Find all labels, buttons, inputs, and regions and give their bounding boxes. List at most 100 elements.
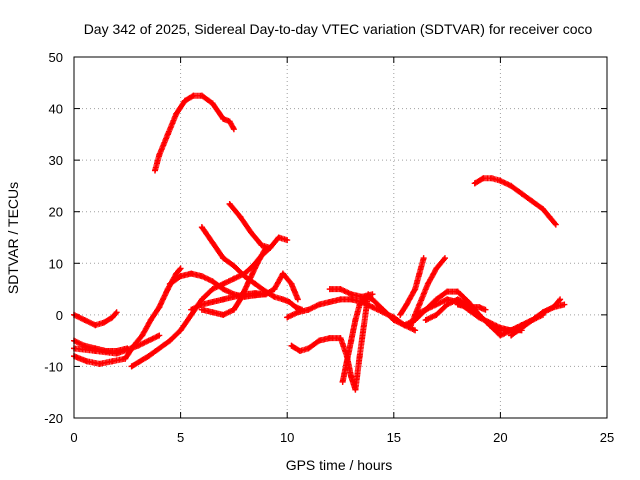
data-point <box>401 322 408 329</box>
grid <box>74 57 607 418</box>
data-point <box>482 306 489 313</box>
data-point <box>454 301 461 308</box>
data-point <box>156 151 163 158</box>
data-point <box>262 244 269 251</box>
series-arc-17 <box>397 255 427 318</box>
data-point <box>356 301 363 308</box>
data-point <box>230 262 237 269</box>
data-point <box>92 322 99 329</box>
data-point <box>226 200 233 207</box>
data-point <box>254 260 261 267</box>
data-point <box>433 296 440 303</box>
series-arc-22 <box>508 296 564 339</box>
data-point <box>83 358 90 365</box>
data-point <box>471 180 478 187</box>
data-point <box>529 198 536 205</box>
data-point <box>305 306 312 313</box>
data-point <box>337 335 344 342</box>
data-point <box>288 280 295 287</box>
series-trace <box>508 297 563 339</box>
data-point <box>352 317 359 324</box>
y-tick-label: -10 <box>44 359 63 374</box>
data-point <box>486 319 493 326</box>
data-point <box>209 286 216 293</box>
data-point <box>348 291 355 298</box>
series-arc-2 <box>152 92 237 174</box>
data-point <box>518 190 525 197</box>
data-point <box>258 242 265 249</box>
data-point <box>166 280 173 287</box>
data-point <box>198 296 205 303</box>
data-point <box>237 213 244 220</box>
data-point <box>128 363 135 370</box>
y-tick-label: 10 <box>49 256 63 271</box>
series-arc-18 <box>407 255 448 329</box>
y-tick-label: 0 <box>56 308 63 323</box>
y-tick-label: 20 <box>49 205 63 220</box>
data-point <box>220 280 227 287</box>
data-point <box>181 97 188 104</box>
data-point <box>81 317 88 324</box>
data-point <box>209 239 216 246</box>
data-point <box>209 278 216 285</box>
data-point <box>444 301 451 308</box>
data-point <box>380 306 387 313</box>
data-point <box>343 358 350 365</box>
data-point <box>177 265 184 272</box>
data-point <box>550 304 557 311</box>
x-tick-label: 10 <box>280 430 294 445</box>
y-tick-label: -20 <box>44 411 63 426</box>
data-point <box>173 110 180 117</box>
data-point <box>337 296 344 303</box>
data-point <box>416 270 423 277</box>
data-point <box>164 286 171 293</box>
data-point <box>546 213 553 220</box>
x-tick-label: 15 <box>387 430 401 445</box>
chart-title: Day 342 of 2025, Sidereal Day-to-day VTE… <box>84 21 593 37</box>
data-point <box>529 317 536 324</box>
y-tick-labels: -20 -10 0 10 20 30 40 50 <box>44 50 63 426</box>
data-point <box>284 237 291 244</box>
y-tick-label: 50 <box>49 50 63 65</box>
data-point <box>444 288 451 295</box>
data-point <box>109 314 116 321</box>
data-point <box>326 335 333 342</box>
data-point <box>209 100 216 107</box>
data-point <box>220 115 227 122</box>
x-tick-label: 25 <box>600 430 614 445</box>
data-point <box>113 350 120 357</box>
data-point <box>279 296 286 303</box>
data-point <box>316 337 323 344</box>
data-point <box>156 332 163 339</box>
data-point <box>81 342 88 349</box>
data-point <box>356 353 363 360</box>
series-arc-21 <box>454 301 489 313</box>
data-point <box>424 280 431 287</box>
data-point <box>397 311 404 318</box>
data-point <box>296 347 303 354</box>
data-point <box>230 275 237 282</box>
data-point <box>294 296 301 303</box>
data-point <box>247 229 254 236</box>
data-point <box>518 324 525 331</box>
data-point <box>188 311 195 318</box>
series-arc-23 <box>471 175 559 228</box>
data-point <box>403 301 410 308</box>
data-point <box>365 293 372 300</box>
data-point <box>497 332 504 339</box>
data-point <box>369 296 376 303</box>
data-point <box>557 296 564 303</box>
data-point <box>508 332 515 339</box>
data-point <box>348 373 355 380</box>
series-trace <box>471 175 558 227</box>
data-point <box>337 286 344 293</box>
data-point <box>286 298 293 305</box>
data-point <box>271 293 278 300</box>
data-point <box>173 270 180 277</box>
data-point <box>326 286 333 293</box>
data-point <box>480 175 487 182</box>
data-point <box>508 182 515 189</box>
plot-frame <box>73 56 608 419</box>
data-point <box>433 265 440 272</box>
data-point <box>288 342 295 349</box>
